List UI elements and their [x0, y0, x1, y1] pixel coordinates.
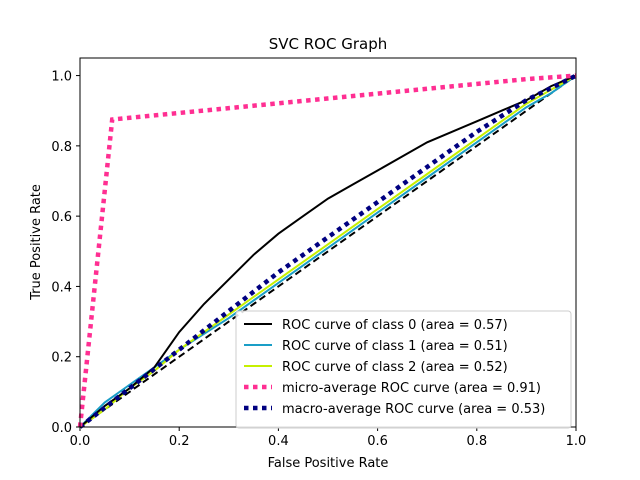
series-line-4 — [78, 73, 577, 429]
x-tick-label: 0.4 — [268, 434, 289, 449]
series-line-0 — [79, 74, 577, 428]
x-tick-label: 0.0 — [70, 434, 91, 449]
y-axis-ticks: 0.0 0.2 0.4 0.6 0.8 1.0 — [51, 70, 80, 436]
series-line-1 — [79, 74, 577, 428]
y-tick-label: 0.4 — [51, 280, 72, 295]
legend-box — [235, 310, 572, 429]
series-line-5 — [79, 74, 577, 428]
x-axis-label: False Positive Rate — [268, 456, 389, 471]
x-tick-label: 1.0 — [566, 434, 587, 449]
legend-label: ROC curve of class 2 (area = 0.52) — [282, 360, 508, 375]
y-tick-label: 1.0 — [51, 70, 72, 85]
y-tick-label: 0.0 — [51, 421, 72, 436]
legend-label: ROC curve of class 0 (area = 0.57) — [282, 318, 508, 333]
y-tick-label: 0.2 — [51, 351, 72, 366]
x-tick-label: 0.8 — [466, 434, 487, 449]
plot-series — [77, 73, 577, 429]
y-axis-label: True Positive Rate — [29, 184, 44, 301]
legend-label: macro-average ROC curve (area = 0.53) — [282, 402, 545, 417]
x-tick-label: 0.2 — [169, 434, 190, 449]
x-tick-label: 0.6 — [367, 434, 388, 449]
y-tick-label: 0.6 — [51, 210, 72, 225]
legend-label: ROC curve of class 1 (area = 0.51) — [282, 339, 508, 354]
chart-title: SVC ROC Graph — [269, 35, 388, 53]
x-axis-ticks: 0.0 0.2 0.4 0.6 0.8 1.0 — [70, 427, 587, 449]
legend-label: micro-average ROC curve (area = 0.91) — [282, 381, 541, 396]
series-line-3 — [77, 73, 577, 428]
y-tick-label: 0.8 — [51, 140, 72, 155]
legend: ROC curve of class 0 (area = 0.57) ROC cu… — [235, 310, 572, 429]
